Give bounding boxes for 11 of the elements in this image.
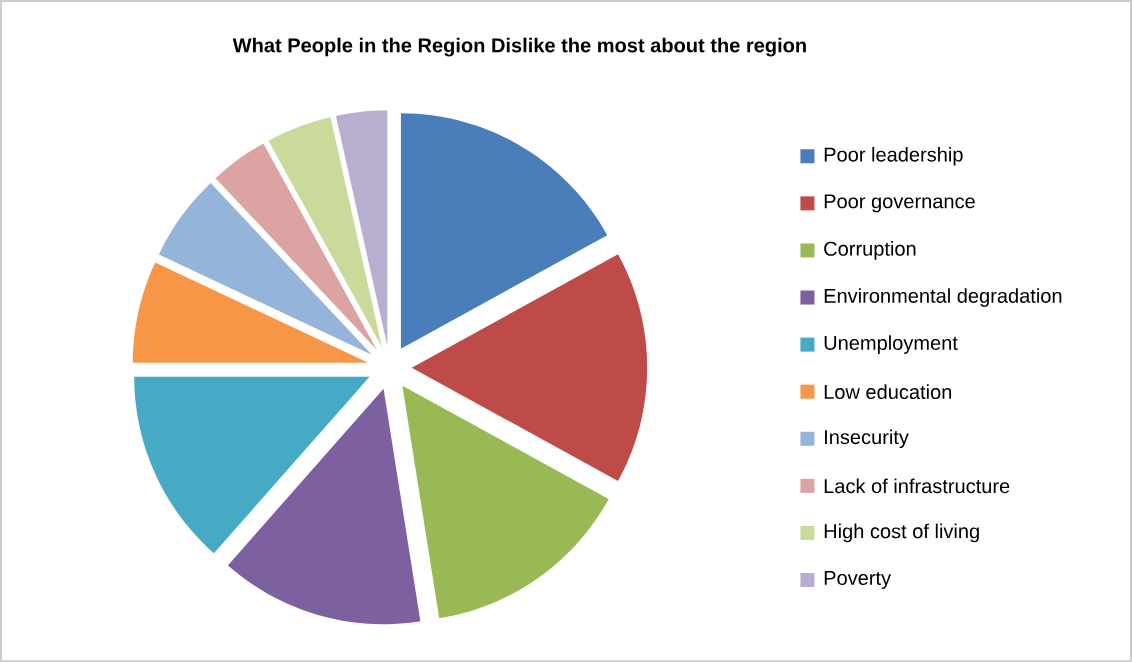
- legend-label: Insecurity: [825, 429, 909, 449]
- legend-label: Corruption: [824, 241, 916, 260]
- legend-label: Poverty: [824, 570, 892, 589]
- legend-label: Poor governance: [824, 194, 975, 213]
- chart-title: What People in the Region Dislike the most about the region: [232, 37, 806, 57]
- legend-label: Environmental degradation: [824, 288, 1062, 307]
- legend-label: High cost of living: [824, 523, 979, 543]
- legend-label: Low education: [824, 384, 952, 399]
- legend-label: Poor leadership: [824, 146, 963, 166]
- legend-label: Lack of infrastructure: [824, 478, 1010, 494]
- legend-label: Unemployment: [824, 335, 958, 354]
